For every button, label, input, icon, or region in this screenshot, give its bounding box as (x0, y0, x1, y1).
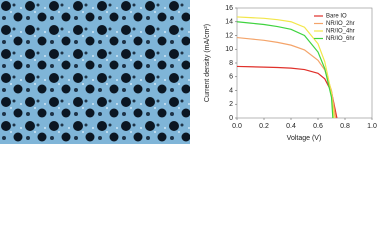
series-line (236, 21, 334, 119)
legend-label: NR/IO_4hr (326, 29, 355, 35)
y-tick-label: 14 (225, 19, 233, 26)
series-line (236, 16, 335, 119)
series-line (236, 65, 338, 119)
y-tick-label: 6 (229, 74, 233, 81)
x-tick-label: 0.4 (286, 123, 296, 130)
y-tick-label: 4 (229, 87, 233, 94)
legend-label: Bare IO (326, 14, 347, 20)
x-tick-label: 0.8 (340, 123, 350, 130)
y-tick-label: 16 (225, 5, 233, 12)
x-tick-label: 0.0 (232, 123, 242, 130)
x-tick-label: 0.2 (259, 123, 269, 130)
legend-label: NR/IO_6hr (326, 36, 355, 42)
y-tick-label: 0 (229, 115, 233, 122)
x-axis-label: Voltage (V) (287, 135, 322, 142)
legend-label: NR/IO_2hr (326, 21, 355, 27)
sem-image (0, 0, 190, 144)
x-tick-label: 1.0 (367, 123, 377, 130)
y-tick-label: 2 (229, 101, 233, 108)
y-tick-label: 10 (225, 46, 233, 53)
x-tick-label: 0.6 (313, 123, 323, 130)
figure: Voltage (V) Current density (mA/cm²) 0 2 4… (0, 0, 377, 144)
y-tick-label: 8 (229, 60, 233, 67)
y-tick-label: 12 (225, 32, 233, 39)
y-axis-label: Current density (mA/cm²) (204, 24, 211, 102)
